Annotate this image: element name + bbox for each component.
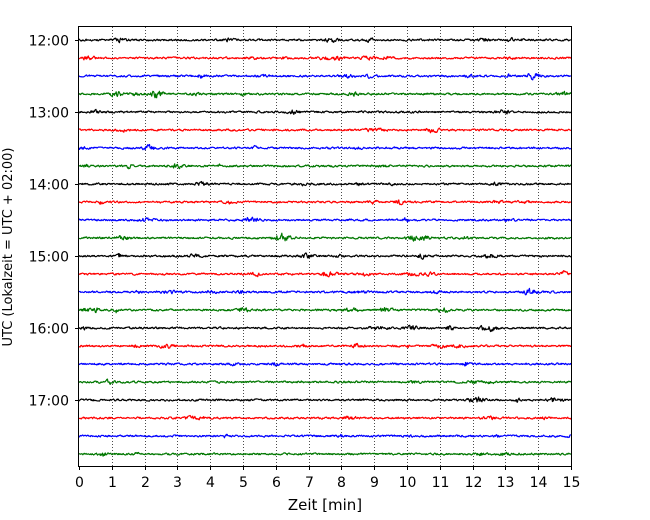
trace-1245 [78,90,572,99]
y-tick-label: 12:00 [29,34,69,50]
plot-frame [78,26,572,467]
x-axis: 0 1 2 3 4 5 6 7 8 9 10 11 12 13 14 15 [75,466,580,491]
x-tick-label: 1 [108,475,117,491]
trace-1300 [78,108,572,116]
trace-1445 [78,232,572,242]
x-tick-label: 4 [206,475,215,491]
trace-1715 [78,414,572,421]
x-tick-label: 6 [272,475,281,491]
x-tick-label: 8 [337,475,346,491]
trace-1645 [78,378,572,386]
trace-1400 [78,180,572,187]
y-tick-label: 17:00 [29,394,69,410]
trace-1215 [78,55,572,61]
trace-1315 [78,127,572,134]
trace-1700 [78,396,572,403]
trace-1530 [78,287,572,296]
trace-1630 [78,361,572,367]
trace-1730 [78,433,572,439]
trace-1745 [78,451,572,457]
x-tick-label: 15 [563,475,581,491]
x-tick-label: 2 [141,475,150,491]
x-tick-label: 10 [399,475,417,491]
y-axis-label: UTC (Lokalzeit = UTC + 02:00) [1,148,16,347]
grid-lines [112,27,539,466]
x-tick-label: 9 [370,475,379,491]
trace-1545 [78,306,572,314]
x-tick-label: 14 [530,475,548,491]
y-tick-label: 14:00 [29,178,69,194]
traces [78,36,572,457]
x-tick-label: 0 [75,475,84,491]
trace-1330 [78,143,572,151]
trace-1615 [78,342,572,349]
x-tick-label: 11 [432,475,450,491]
y-tick-label: 16:00 [29,322,69,338]
x-tick-label: 3 [173,475,182,491]
x-axis-label: Zeit [min] [288,496,362,514]
y-axis: 12:00 13:00 14:00 15:00 16:00 17:00 [29,34,79,410]
x-tick-label: 12 [465,475,483,491]
trace-1230 [78,73,572,81]
x-tick-label: 5 [239,475,248,491]
trace-1200 [78,36,572,44]
x-tick-label: 7 [305,475,314,491]
x-tick-label: 13 [497,475,515,491]
trace-1430 [78,216,572,223]
y-tick-label: 13:00 [29,106,69,122]
trace-1345 [78,163,572,170]
trace-1415 [78,199,572,206]
trace-1500 [78,252,572,260]
trace-1600 [78,324,572,333]
y-tick-label: 15:00 [29,250,69,266]
trace-1515 [78,270,572,278]
